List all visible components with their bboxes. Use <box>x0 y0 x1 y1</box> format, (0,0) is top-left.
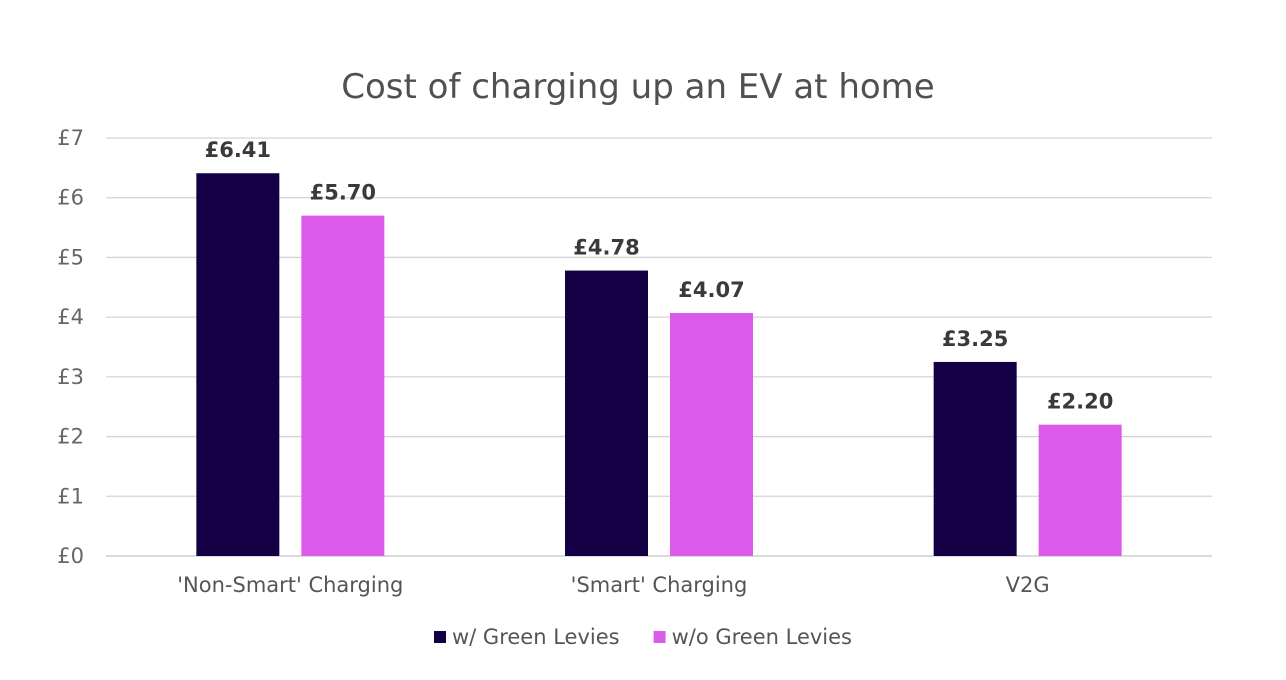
y-tick-label: £5 <box>57 245 84 269</box>
legend: w/ Green Levies w/o Green Levies <box>434 625 852 649</box>
x-category-label: V2G <box>1006 573 1050 597</box>
x-category-label: 'Smart' Charging <box>571 573 748 597</box>
data-label: £5.70 <box>310 181 376 205</box>
y-tick-label: £3 <box>57 365 84 389</box>
data-labels: £6.41 £5.70 £4.78 £4.07 £3.25 £2.20 <box>205 138 1114 413</box>
legend-label: w/o Green Levies <box>672 625 852 649</box>
x-category-label: 'Non-Smart' Charging <box>177 573 403 597</box>
legend-item: w/o Green Levies <box>653 625 852 649</box>
y-axis-ticks: £0 £1 £2 £3 £4 £5 £6 £7 <box>57 126 84 568</box>
y-tick-label: £0 <box>57 544 84 568</box>
chart-title: Cost of charging up an EV at home <box>341 67 934 107</box>
y-tick-label: £4 <box>57 305 84 329</box>
bar <box>933 361 1017 556</box>
legend-swatch <box>434 631 446 643</box>
data-label: £6.41 <box>205 138 271 162</box>
bar <box>1038 424 1122 556</box>
data-label: £2.20 <box>1047 390 1113 414</box>
bar <box>670 312 753 556</box>
x-axis-categories: 'Non-Smart' Charging 'Smart' Charging V2G <box>177 573 1049 597</box>
bar <box>301 215 385 556</box>
bar <box>196 173 280 556</box>
bars <box>196 173 1122 556</box>
bar <box>565 270 648 556</box>
data-label: £4.78 <box>573 236 639 260</box>
legend-label: w/ Green Levies <box>452 625 620 649</box>
legend-item: w/ Green Levies <box>434 625 620 649</box>
data-label: £4.07 <box>678 278 744 302</box>
y-tick-label: £2 <box>57 425 84 449</box>
data-label: £3.25 <box>942 327 1008 351</box>
y-tick-label: £6 <box>57 186 84 210</box>
y-tick-label: £7 <box>57 126 84 150</box>
gridlines <box>106 137 1212 557</box>
y-tick-label: £1 <box>57 484 84 508</box>
legend-swatch <box>653 631 666 643</box>
